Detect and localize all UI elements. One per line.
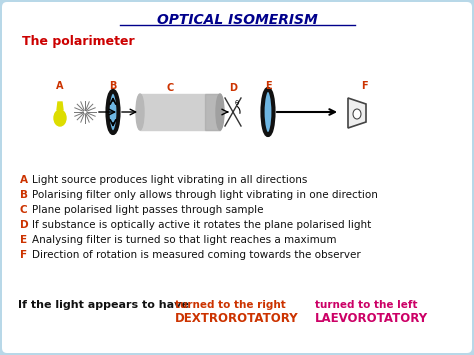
Text: B: B bbox=[20, 190, 28, 200]
Text: If substance is optically active it rotates the plane polarised light: If substance is optically active it rota… bbox=[32, 220, 371, 230]
Ellipse shape bbox=[108, 91, 118, 133]
Text: Light source produces light vibrating in all directions: Light source produces light vibrating in… bbox=[32, 175, 307, 185]
Text: θ: θ bbox=[235, 100, 239, 106]
Text: DEXTROROTATORY: DEXTROROTATORY bbox=[175, 312, 299, 326]
Ellipse shape bbox=[136, 94, 144, 130]
Text: A: A bbox=[56, 81, 64, 91]
Text: turned to the right: turned to the right bbox=[175, 300, 286, 310]
Text: E: E bbox=[264, 81, 271, 91]
Polygon shape bbox=[205, 94, 220, 130]
Text: Analysing filter is turned so that light reaches a maximum: Analysing filter is turned so that light… bbox=[32, 235, 337, 245]
Text: OPTICAL ISOMERISM: OPTICAL ISOMERISM bbox=[156, 13, 318, 27]
Text: Polarising filter only allows through light vibrating in one direction: Polarising filter only allows through li… bbox=[32, 190, 378, 200]
Ellipse shape bbox=[353, 109, 361, 119]
Text: F: F bbox=[361, 81, 367, 91]
Text: D: D bbox=[229, 83, 237, 93]
Text: E: E bbox=[20, 235, 27, 245]
Polygon shape bbox=[140, 94, 220, 130]
Ellipse shape bbox=[263, 89, 273, 135]
Ellipse shape bbox=[216, 94, 224, 130]
Text: C: C bbox=[20, 205, 27, 215]
Text: If the light appears to have: If the light appears to have bbox=[18, 300, 189, 310]
Text: D: D bbox=[20, 220, 28, 230]
Text: A: A bbox=[20, 175, 28, 185]
Ellipse shape bbox=[54, 110, 66, 126]
Text: Direction of rotation is measured coming towards the observer: Direction of rotation is measured coming… bbox=[32, 250, 361, 260]
Text: Plane polarised light passes through sample: Plane polarised light passes through sam… bbox=[32, 205, 264, 215]
Text: turned to the left: turned to the left bbox=[315, 300, 418, 310]
Text: F: F bbox=[20, 250, 27, 260]
Text: The polarimeter: The polarimeter bbox=[22, 36, 135, 49]
Text: B: B bbox=[109, 81, 117, 91]
Text: C: C bbox=[166, 83, 173, 93]
Polygon shape bbox=[348, 98, 366, 128]
Text: LAEVOROTATORY: LAEVOROTATORY bbox=[315, 312, 428, 326]
Polygon shape bbox=[57, 102, 63, 110]
